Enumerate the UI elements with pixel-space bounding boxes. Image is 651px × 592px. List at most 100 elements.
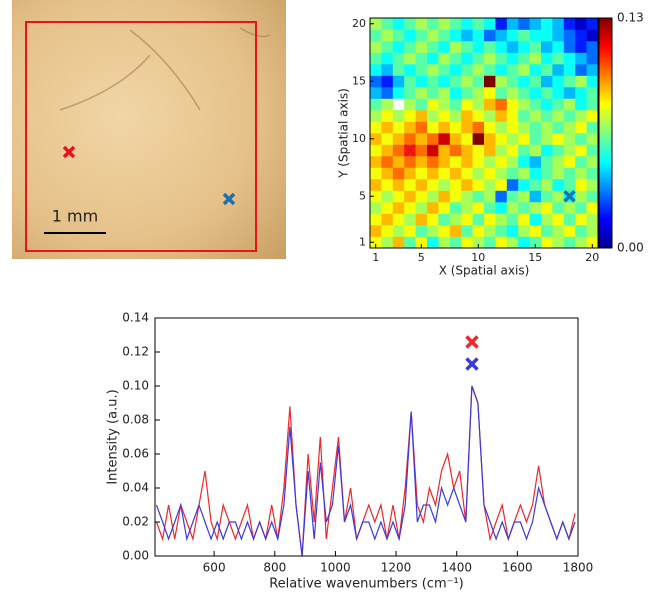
heatmap-cell xyxy=(575,110,587,122)
heatmap-cell xyxy=(518,202,530,214)
y-tick-label: 0.04 xyxy=(122,481,149,495)
heatmap-cell xyxy=(392,236,405,249)
heatmap-cell xyxy=(552,202,565,214)
marker-cross xyxy=(563,190,576,203)
heatmap-cell xyxy=(404,87,416,99)
heatmap-cell xyxy=(415,225,428,237)
heatmap-cell xyxy=(541,190,553,203)
heatmap-cell xyxy=(575,41,587,53)
heatmap-cell xyxy=(506,236,519,249)
heatmap-cell xyxy=(392,202,405,214)
heatmap-cell xyxy=(370,18,382,30)
heatmap-cell xyxy=(495,133,508,145)
heatmap-cell xyxy=(392,75,405,88)
red-cross xyxy=(62,145,76,159)
heatmap-cell xyxy=(461,87,473,99)
heatmap-cell xyxy=(575,202,587,214)
heatmap-cell xyxy=(427,133,439,145)
heatmap-cell xyxy=(415,213,428,226)
heatmap-cell xyxy=(449,236,462,249)
scale-bar-label: 1 mm xyxy=(52,207,98,226)
heatmap-cell xyxy=(563,213,576,226)
y-axis-label: Intensity (a.u.) xyxy=(106,389,121,484)
heatmap-cell xyxy=(529,64,542,76)
heatmap-cell xyxy=(518,179,530,191)
heatmap-cell xyxy=(370,225,382,237)
heatmap-cell xyxy=(449,110,462,122)
heatmap-cell xyxy=(370,144,382,157)
heatmap-cell xyxy=(404,179,416,191)
heatmap-cell xyxy=(415,64,428,76)
heatmap-cell xyxy=(575,87,587,99)
heatmap-cell xyxy=(370,87,382,99)
heatmap-cell xyxy=(427,41,439,53)
heatmap-cell xyxy=(541,133,553,145)
heatmap-cell xyxy=(541,110,553,122)
heatmap-cell xyxy=(461,110,473,122)
heatmap-cell xyxy=(461,98,473,111)
heatmap-cell xyxy=(427,98,439,111)
heatmap-cell xyxy=(529,225,542,237)
heatmap-cell xyxy=(529,41,542,53)
heatmap-cell xyxy=(495,121,508,134)
heatmap-cell xyxy=(575,133,587,145)
heatmap-cell xyxy=(506,110,519,122)
heatmap-cell xyxy=(449,121,462,134)
heatmap-cell xyxy=(461,41,473,53)
heatmap-cell xyxy=(381,225,394,237)
heatmap-cell xyxy=(541,156,553,168)
blue-cross xyxy=(222,192,236,206)
heatmap-cell xyxy=(472,87,485,99)
heatmap-cell xyxy=(484,29,496,42)
heatmap-cell xyxy=(438,133,451,145)
heatmap-cell xyxy=(427,144,439,157)
y-tick-label: 0.00 xyxy=(122,549,149,563)
heatmap-cell xyxy=(541,144,553,157)
heatmap-cell xyxy=(392,190,405,203)
heatmap-cell xyxy=(381,202,394,214)
heatmap-cell xyxy=(370,110,382,122)
x-axis-label: X (Spatial axis) xyxy=(439,264,530,278)
heatmap-cell xyxy=(575,98,587,111)
heatmap-cell xyxy=(484,156,496,168)
heatmap-cell xyxy=(484,52,496,65)
heatmap-cell xyxy=(563,144,576,157)
x-tick-label: 10 xyxy=(471,251,485,264)
scan-area xyxy=(25,21,257,252)
heatmap-cell xyxy=(484,133,496,145)
heatmap-cell xyxy=(495,110,508,122)
heatmap-cell xyxy=(427,64,439,76)
heatmap-cell xyxy=(518,64,530,76)
heatmap-cell xyxy=(404,18,416,30)
heatmap-cell xyxy=(449,29,462,42)
heatmap-cell xyxy=(392,64,405,76)
y-tick-label: 0.06 xyxy=(122,447,149,461)
heatmap-cell xyxy=(563,87,576,99)
heatmap-cell xyxy=(586,213,599,226)
heatmap-cell xyxy=(438,98,451,111)
heatmap-cell xyxy=(415,167,428,180)
heatmap-cell xyxy=(415,156,428,168)
heatmap-cell xyxy=(472,190,485,203)
heatmap-cell xyxy=(506,190,519,203)
heatmap-cell xyxy=(461,29,473,42)
heatmap-cell xyxy=(518,225,530,237)
heatmap-cell xyxy=(427,121,439,134)
y-tick-label: 0.10 xyxy=(122,379,149,393)
heatmap-cell xyxy=(552,110,565,122)
heatmap-cell xyxy=(392,18,405,30)
heatmap-cell xyxy=(552,156,565,168)
heatmap-cell xyxy=(461,121,473,134)
heatmap-cell xyxy=(495,87,508,99)
heatmap-cell xyxy=(506,167,519,180)
heatmap-cell xyxy=(484,179,496,191)
heatmap-cell xyxy=(495,75,508,88)
heatmap-cell xyxy=(472,29,485,42)
heatmap-cell xyxy=(484,110,496,122)
heatmap-cell xyxy=(518,41,530,53)
heatmap-cell xyxy=(495,52,508,65)
heatmap-cell xyxy=(575,52,587,65)
heatmap-cell xyxy=(438,179,451,191)
heatmap-cell xyxy=(449,75,462,88)
legend-cross xyxy=(465,357,479,371)
